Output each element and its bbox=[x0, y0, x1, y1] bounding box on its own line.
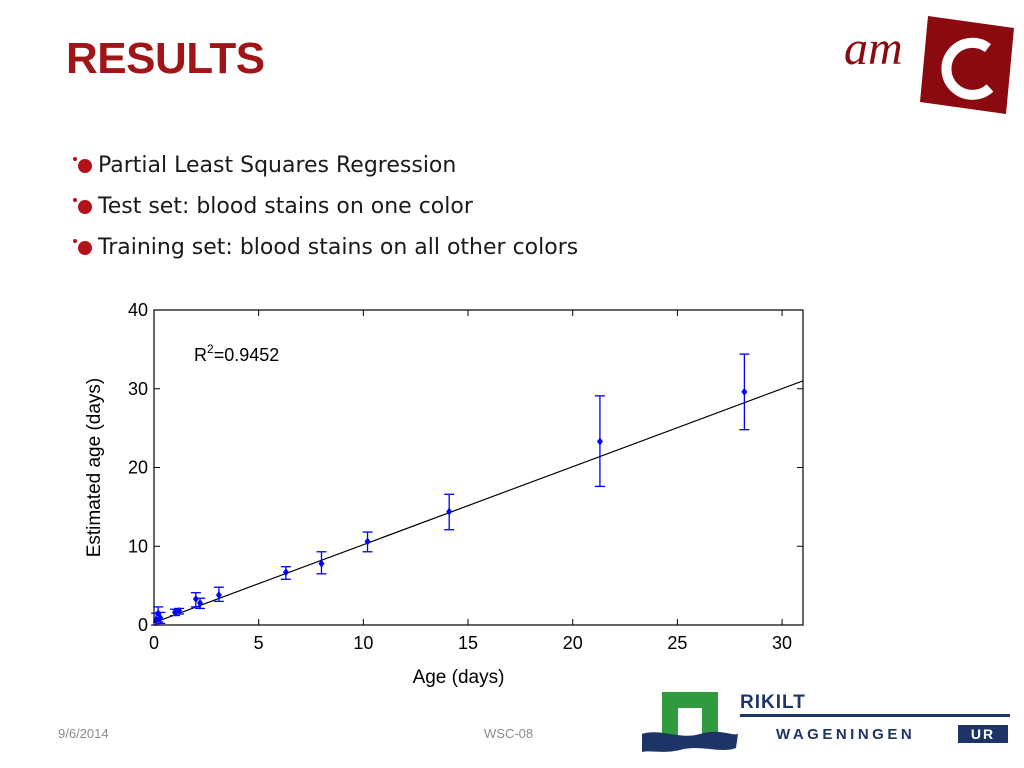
r-squared-base: R bbox=[194, 345, 207, 365]
r-squared-sup: 2 bbox=[207, 342, 214, 356]
bullet-text: Test set: blood stains on one color bbox=[98, 194, 473, 219]
data-point bbox=[157, 613, 164, 622]
data-point bbox=[176, 606, 183, 615]
bullet-item: Test set: blood stains on one color bbox=[73, 189, 578, 230]
ur-text: UR bbox=[971, 726, 995, 742]
scatter-chart: 0 5 10 15 20 25 30 0 10 20 30 40 Estimated age (day… bbox=[84, 300, 804, 688]
data-point bbox=[596, 437, 603, 446]
data-point bbox=[282, 568, 289, 577]
y-tick-label: 40 bbox=[128, 300, 148, 320]
x-tick-label: 10 bbox=[353, 633, 373, 653]
bullet-dot-icon bbox=[73, 157, 92, 173]
data-point bbox=[155, 609, 162, 618]
bullet-item: Partial Least Squares Regression bbox=[73, 148, 578, 189]
ur-box bbox=[958, 725, 1008, 743]
data-point bbox=[171, 608, 178, 617]
footer-center: WSC-08 bbox=[484, 726, 534, 741]
bullet-text: Training set: blood stains on all other … bbox=[98, 235, 579, 260]
y-tick-label: 30 bbox=[128, 379, 148, 399]
plot-area bbox=[153, 309, 804, 626]
bullet-item: Training set: blood stains on all other … bbox=[73, 230, 579, 271]
data-point bbox=[741, 387, 748, 396]
slide-title: RESULTS bbox=[66, 34, 265, 83]
x-tick-label: 30 bbox=[772, 633, 792, 653]
footer-date: 9/6/2014 bbox=[58, 726, 109, 741]
r-squared-annotation: R2=0.9452 bbox=[194, 342, 279, 365]
amc-logo: am bbox=[844, 16, 1014, 114]
x-tick-label: 25 bbox=[667, 633, 687, 653]
wageningen-text: WAGENINGEN bbox=[776, 726, 915, 743]
data-point bbox=[318, 559, 325, 568]
x-tick-label: 0 bbox=[149, 633, 159, 653]
x-axis-label: Age (days) bbox=[413, 667, 505, 688]
regression-line bbox=[153, 380, 804, 624]
x-tick-label: 5 bbox=[254, 633, 264, 653]
rikilt-wave-icon bbox=[642, 731, 738, 752]
data-point bbox=[215, 591, 222, 600]
bullet-dot-icon bbox=[73, 198, 92, 214]
y-tick-label: 0 bbox=[138, 615, 148, 635]
amc-logo-text: am bbox=[844, 22, 903, 75]
bullet-text: Partial Least Squares Regression bbox=[98, 153, 457, 178]
amc-logo-c-icon bbox=[941, 37, 994, 100]
rikilt-wageningen-logo: RIKILT WAGENINGEN UR bbox=[642, 692, 1010, 752]
data-point bbox=[364, 537, 371, 546]
data-point bbox=[192, 595, 199, 604]
bullet-list: Partial Least Squares Regression Test se… bbox=[73, 148, 579, 271]
y-tick-label: 20 bbox=[128, 458, 148, 478]
rikilt-divider bbox=[740, 714, 1010, 717]
x-tick-label: 20 bbox=[563, 633, 583, 653]
rikilt-text: RIKILT bbox=[740, 692, 806, 713]
data-point bbox=[197, 598, 204, 607]
rikilt-arch-icon bbox=[662, 692, 718, 742]
bullet-dot-icon bbox=[73, 239, 92, 255]
data-point bbox=[446, 507, 453, 516]
r-squared-value: =0.9452 bbox=[214, 345, 280, 365]
y-tick-label: 10 bbox=[128, 536, 148, 556]
x-tick-label: 15 bbox=[458, 633, 478, 653]
y-axis-label: Estimated age (days) bbox=[84, 378, 105, 558]
